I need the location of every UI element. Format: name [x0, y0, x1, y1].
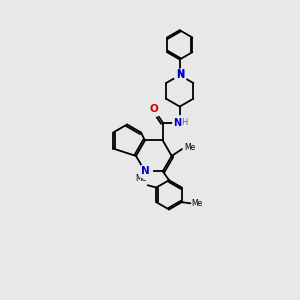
Text: N: N	[176, 69, 184, 79]
Text: N: N	[141, 166, 149, 176]
Text: Me: Me	[136, 174, 147, 183]
Text: Me: Me	[191, 199, 202, 208]
Text: Me: Me	[184, 143, 195, 152]
Text: H: H	[182, 118, 188, 127]
Text: N: N	[176, 70, 184, 80]
Text: O: O	[149, 104, 158, 114]
Text: N: N	[173, 118, 181, 128]
